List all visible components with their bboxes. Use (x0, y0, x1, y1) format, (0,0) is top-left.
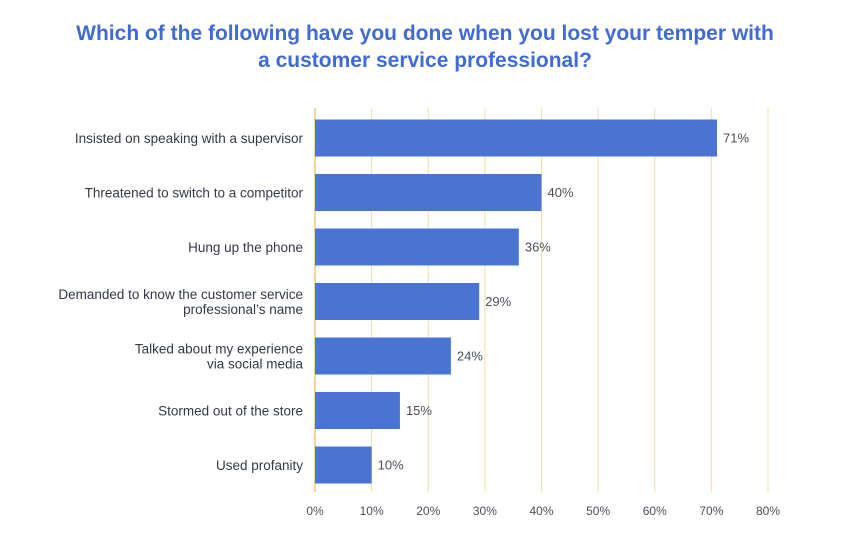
value-label: 29% (485, 294, 511, 309)
category-label: Hung up the phone (188, 240, 303, 255)
x-axis-ticks: 0% 10% 20% 30% 40% 50% 60% 70% 80% (306, 504, 780, 518)
bars (315, 119, 718, 484)
category-label-line: Threatened to switch to a competitor (85, 186, 304, 201)
x-tick-label: 30% (473, 504, 497, 518)
value-label: 10% (378, 458, 404, 473)
bar (315, 446, 372, 484)
x-tick-label: 80% (756, 504, 780, 518)
chart-title-line-1: Which of the following have you done whe… (76, 22, 774, 45)
bar (315, 119, 718, 157)
category-label-line: Talked about my experience (135, 342, 303, 357)
x-tick-label: 10% (360, 504, 384, 518)
category-label-line: Demanded to know the customer service (58, 287, 303, 302)
x-tick-label: 50% (586, 504, 610, 518)
chart-title: Which of the following have you done whe… (25, 20, 825, 74)
category-label: Insisted on speaking with a supervisor (75, 131, 304, 146)
category-labels: Insisted on speaking with a supervisor Th… (58, 131, 303, 473)
category-label-line: via social media (207, 357, 304, 372)
category-label-line: Insisted on speaking with a supervisor (75, 131, 304, 146)
x-tick-label: 60% (643, 504, 667, 518)
category-label: Stormed out of the store (158, 404, 303, 419)
x-tick-label: 40% (529, 504, 553, 518)
bar (315, 174, 542, 211)
category-label: Talked about my experience via social med… (135, 342, 304, 372)
value-label: 15% (406, 403, 432, 418)
x-tick-label: 20% (416, 504, 440, 518)
bar (315, 228, 519, 266)
bar (315, 392, 400, 429)
category-label-line: Hung up the phone (188, 240, 303, 255)
x-tick-label: 70% (699, 504, 723, 518)
bar (315, 283, 480, 320)
category-label: Used profanity (216, 458, 303, 473)
value-label: 40% (548, 185, 574, 200)
value-label: 24% (457, 349, 483, 364)
value-labels: 71% 40% 36% 29% 24% 15% 10% (378, 131, 750, 473)
x-tick-label: 0% (306, 504, 324, 518)
category-label-line: professional’s name (183, 302, 303, 317)
category-label: Threatened to switch to a competitor (85, 186, 304, 201)
category-label-line: Used profanity (216, 458, 303, 473)
chart-title-line-2: a customer service professional? (258, 49, 592, 72)
category-label: Demanded to know the customer service pro… (58, 287, 303, 317)
bar (315, 337, 451, 375)
category-label-line: Stormed out of the store (158, 404, 303, 419)
value-label: 71% (723, 131, 749, 146)
value-label: 36% (525, 240, 551, 255)
